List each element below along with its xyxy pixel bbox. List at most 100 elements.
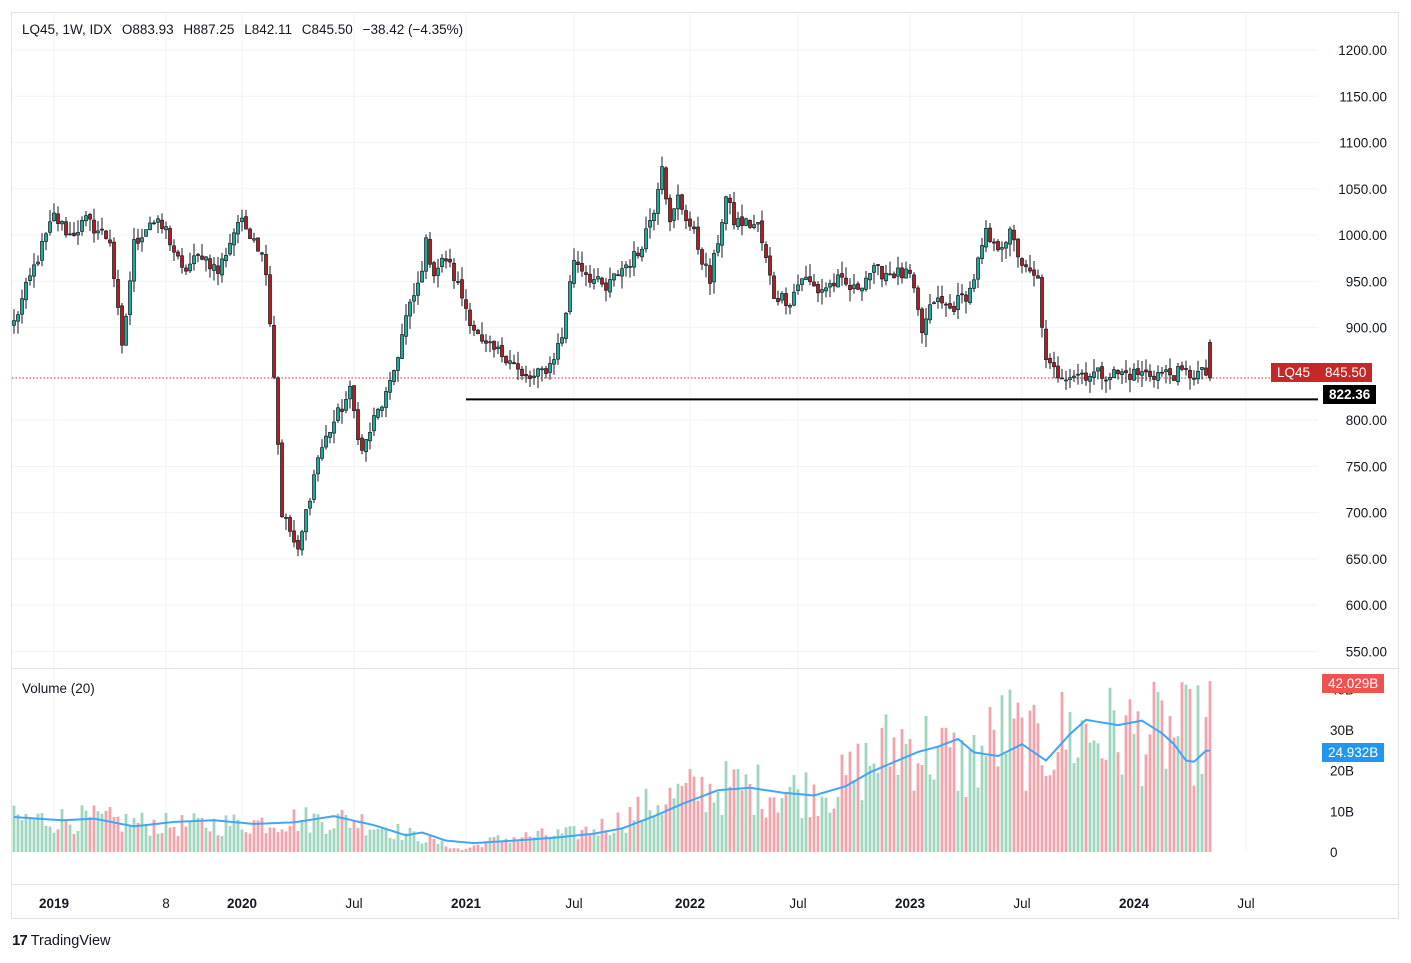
candle-up	[376, 408, 380, 418]
candle-up	[968, 287, 972, 304]
volume-bar	[916, 763, 920, 852]
candle-down	[892, 273, 896, 279]
volume-bar	[464, 848, 468, 852]
volume-bar	[640, 820, 644, 852]
candle-up	[220, 258, 224, 276]
volume-bar	[204, 827, 208, 852]
candle-down	[920, 308, 924, 334]
candle-up	[596, 276, 600, 280]
volume-bar	[928, 774, 932, 852]
volume-bar	[884, 714, 888, 852]
volume-bar	[584, 826, 588, 852]
volume-bar	[388, 837, 392, 852]
candle-down	[816, 284, 820, 294]
low-value: L842.11	[244, 22, 292, 37]
tradingview-brand[interactable]: 17 TradingView	[12, 932, 110, 949]
volume-bar	[20, 820, 24, 852]
volume-bar	[60, 809, 64, 852]
candle-up	[1108, 377, 1112, 381]
candle-up	[196, 253, 200, 256]
candle-down	[760, 220, 764, 244]
candle-up	[1112, 369, 1116, 378]
candle-up	[456, 281, 460, 283]
candle-up	[704, 263, 708, 266]
candle-up	[852, 284, 856, 290]
volume-bar	[664, 804, 668, 852]
volume-bar	[804, 772, 808, 852]
volume-bar	[476, 844, 480, 852]
candle-down	[688, 218, 692, 227]
volume-bar	[520, 837, 524, 852]
volume-bar	[88, 816, 92, 852]
candle-down	[996, 241, 1000, 251]
symbol-legend[interactable]: LQ45, 1W, IDX O883.93 H887.25 L842.11 C8…	[22, 22, 469, 37]
candle-down	[352, 385, 356, 412]
candle-down	[880, 265, 884, 280]
candle-down	[944, 303, 948, 306]
candle-down	[484, 340, 488, 344]
volume-bar	[564, 827, 568, 852]
candle-up	[348, 385, 352, 400]
volume-bar	[892, 737, 896, 852]
candle-up	[420, 270, 424, 283]
candle-up	[860, 287, 864, 292]
volume-bar	[156, 833, 160, 852]
candle-down	[912, 274, 916, 289]
volume-bar	[56, 829, 60, 852]
candle-down	[908, 269, 912, 274]
volume-bar	[740, 790, 744, 852]
volume-bar	[932, 779, 936, 852]
volume-bar	[232, 814, 236, 852]
volume-bar	[736, 768, 740, 852]
candle-up	[1072, 375, 1076, 378]
volume-bar	[256, 820, 260, 852]
volume-bar	[792, 775, 796, 852]
candle-down	[176, 251, 180, 257]
volume-bar	[276, 832, 280, 852]
volume-bar	[904, 743, 908, 852]
volume-bar	[312, 813, 316, 852]
volume-bar	[652, 815, 656, 852]
volume-bar	[956, 790, 960, 852]
candle-down	[248, 228, 252, 239]
candle-down	[1016, 238, 1020, 258]
candle-down	[1148, 370, 1152, 377]
candle-up	[1200, 367, 1204, 370]
volume-bar	[988, 707, 992, 852]
candle-up	[144, 229, 148, 237]
volume-bar	[52, 832, 56, 852]
volume-bar	[1176, 736, 1180, 852]
candle-down	[276, 377, 280, 445]
candle-up	[928, 304, 932, 321]
volume-bar	[700, 776, 704, 852]
candle-down	[504, 355, 508, 364]
candle-up	[412, 295, 416, 302]
volume-bar	[648, 810, 652, 852]
volume-bar	[976, 787, 980, 852]
candle-up	[532, 375, 536, 379]
candle-down	[1080, 372, 1084, 375]
volume-bar	[404, 833, 408, 852]
change-value: −38.42 (−4.35%)	[362, 22, 464, 37]
candle-up	[488, 341, 492, 344]
volume-bar	[372, 829, 376, 852]
candle-up	[204, 256, 208, 261]
candle-down	[960, 293, 964, 296]
volume-bar	[1204, 717, 1208, 852]
candle-up	[572, 259, 576, 284]
volume-legend[interactable]: Volume (20)	[22, 681, 95, 696]
candle-down	[584, 272, 588, 275]
volume-bar	[1100, 758, 1104, 852]
time-tick-label: 2023	[895, 896, 926, 911]
volume-bar	[720, 815, 724, 852]
volume-bar	[1020, 717, 1024, 852]
high-value: H887.25	[183, 22, 235, 37]
volume-bar	[1160, 700, 1164, 852]
candle-down	[100, 228, 104, 231]
time-tick-label: 8	[162, 896, 170, 911]
close-value: C845.50	[301, 22, 353, 37]
volume-bar	[224, 815, 228, 852]
volume-bar	[460, 849, 464, 852]
price-tick-label: 900.00	[1346, 321, 1387, 336]
